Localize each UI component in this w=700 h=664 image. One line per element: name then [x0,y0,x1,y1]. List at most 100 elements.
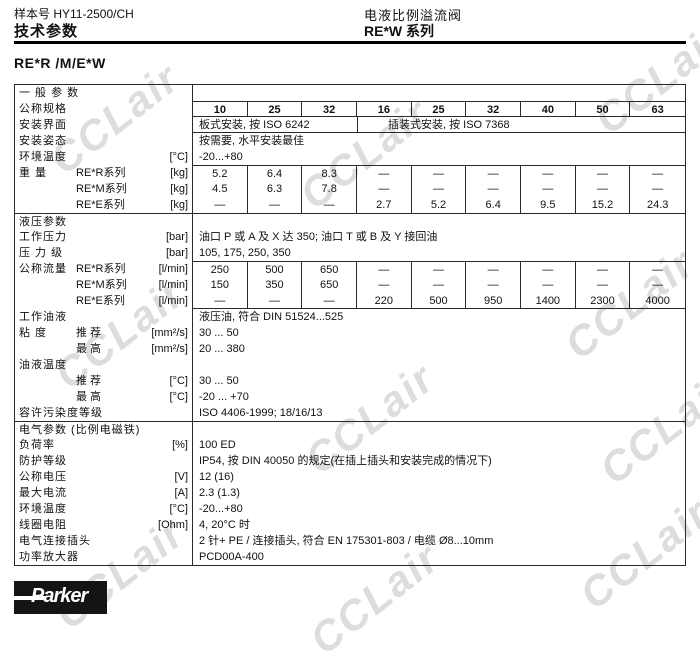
row-label: 油液温度 [19,359,67,371]
table-row: 公称流量 RE*R系列 [l/min] 250 500 650— — — — — — [15,261,685,277]
table-row: 粘 度 推 荐 [mm²/s] 30 ... 50 [15,325,685,341]
data-cell: 5.2 [412,197,467,213]
data-text: 30 ... 50 [199,375,239,387]
model-section-title: RE*R /M/E*W [14,55,106,71]
row-unit: [Ohm] [158,519,188,531]
data-cell: — [576,181,631,197]
row-unit: [kg] [170,183,188,195]
row-label: 公称电压 [19,471,67,483]
row-label-cell: 最大电流 [A] [15,485,193,501]
parker-logo: Parker [0,581,107,614]
row-label: 工作压力 [19,231,67,243]
row-label-cell: 功率放大器 [15,549,193,565]
row-unit: [°C] [169,391,188,403]
data-text: 2 针+ PE / 连接插头, 符合 EN 175301-803 / 电缆 Ø8… [199,535,494,547]
table-row: RE*M系列 [l/min] 150 350 650— — — — — — [15,277,685,293]
row-unit: [A] [174,487,188,499]
data-text: 4, 20°C 时 [199,519,250,531]
row-label: 工作油液 [19,311,67,323]
data-cell: — [652,183,664,195]
data-cell: 500 [247,261,303,277]
row-label: 电气参数 (比例电磁铁) [19,424,141,436]
data-cell: 32 [302,101,357,117]
data-text: ISO 4406-1999; 18/16/13 [199,407,323,419]
row-label-cell: 工作压力 [bar] [15,229,193,245]
row-label: 容许污染度等级 [19,407,103,419]
data-cell: — [521,277,576,293]
row-label-cell: 公称规格 [15,101,193,117]
row-unit: [l/min] [158,279,188,291]
row-series-label: RE*R系列 [76,263,126,275]
data-cell: — [575,165,631,181]
row-label: 电气连接插头 [19,535,91,547]
row-label: 负荷率 [19,439,55,451]
row-label: 防护等级 [19,455,67,467]
data-cell: 40 [521,101,576,117]
row-label: 重 量 [19,167,48,179]
table-row: RE*E系列 [l/min] — — —220 500 950 1400 2300 4000 [15,293,685,309]
table-row: RE*E系列 [kg] — — —2.7 5.2 6.4 9.5 15.2 24.3 [15,197,685,213]
data-cell: — [575,261,631,277]
table-row: 最 高 [°C] -20 ... +70 [15,389,685,405]
product-series: RE*W 系列 [364,23,434,39]
table-row: 最 高 [mm²/s] 20 ... 380 [15,341,685,357]
data-cell: 950 [466,293,521,309]
row-label: 功率放大器 [19,551,79,563]
row-unit: [bar] [165,231,188,243]
table-row: 电气参数 (比例电磁铁) [15,421,685,437]
row-series-label: RE*E系列 [76,199,125,211]
row-unit: [l/min] [158,263,188,275]
data-text: -20...+80 [199,151,243,163]
table-row: 线圈电阻 [Ohm] 4, 20°C 时 [15,517,685,533]
row-label-cell: 负荷率 [%] [15,437,193,453]
data-cell: — [357,181,412,197]
table-row: 公称电压 [V] 12 (16) [15,469,685,485]
data-text: 12 (16) [199,471,234,483]
row-label-cell: 环境温度 [°C] [15,501,193,517]
table-row: 液压参数 [15,213,685,229]
parker-logo-text: Parker [31,585,88,607]
product-name: 电液比例溢流阀 [364,8,463,23]
data-cell: 25 [411,101,467,117]
row-label: 环境温度 [19,503,67,515]
data-cell: — [193,293,248,309]
data-cell: 250 [193,261,248,277]
row-unit: [mm²/s] [151,327,188,339]
data-cell: — [521,181,576,197]
data-text: 按需要, 水平安装最佳 [199,135,305,147]
data-cell: — [630,165,685,181]
data-cell: 15.2 [576,197,631,213]
table-row: 压 力 级 [bar] 105, 175, 250, 350 [15,245,685,261]
row-label-cell: 一 般 参 数 [15,85,193,101]
data-text: PCD00A-400 [199,551,264,563]
data-cell: 24.3 [646,199,669,211]
data-cell: — [248,197,303,213]
row-label-cell: 最 高 [mm²/s] [15,341,193,357]
data-cell: — [412,277,467,293]
data-cell: 8.3 [302,165,357,181]
header-divider [14,41,686,44]
data-cell: — [466,181,521,197]
row-series-label: 最 高 [76,343,102,355]
data-cell: 6.4 [247,165,303,181]
row-series-label: RE*E系列 [76,295,125,307]
row-label: 环境温度 [19,151,67,163]
table-row: 推 荐 [°C] 30 ... 50 [15,373,685,389]
data-cell: 1400 [521,293,576,309]
row-label-cell: RE*E系列 [kg] [15,197,193,213]
datasheet-page: 样本号 HY11-2500/CH 技术参数 电液比例溢流阀 RE*W 系列 RE… [0,7,686,614]
data-cell: 500 [411,293,467,309]
spec-table: 一 般 参 数公称规格 10 25 32 16 25 32 40 50 63 安装界面 板式安装, 按… [14,84,686,566]
row-label: 公称规格 [19,103,67,115]
table-row: 重 量 RE*R系列 [kg] 5.2 6.4 8.3— — — — — — [15,165,685,181]
table-row: 最大电流 [A] 2.3 (1.3) [15,485,685,501]
data-cell: — [193,197,248,213]
row-label-cell: RE*M系列 [l/min] [15,277,193,293]
row-label: 线圈电阻 [19,519,67,531]
row-series-label: RE*R系列 [76,167,126,179]
data-cell: — [466,261,521,277]
table-row: 公称规格 10 25 32 16 25 32 40 50 63 [15,101,685,117]
data-cell: — [357,277,412,293]
row-series-label: 推 荐 [76,327,102,339]
data-cell: 220 [357,293,412,309]
